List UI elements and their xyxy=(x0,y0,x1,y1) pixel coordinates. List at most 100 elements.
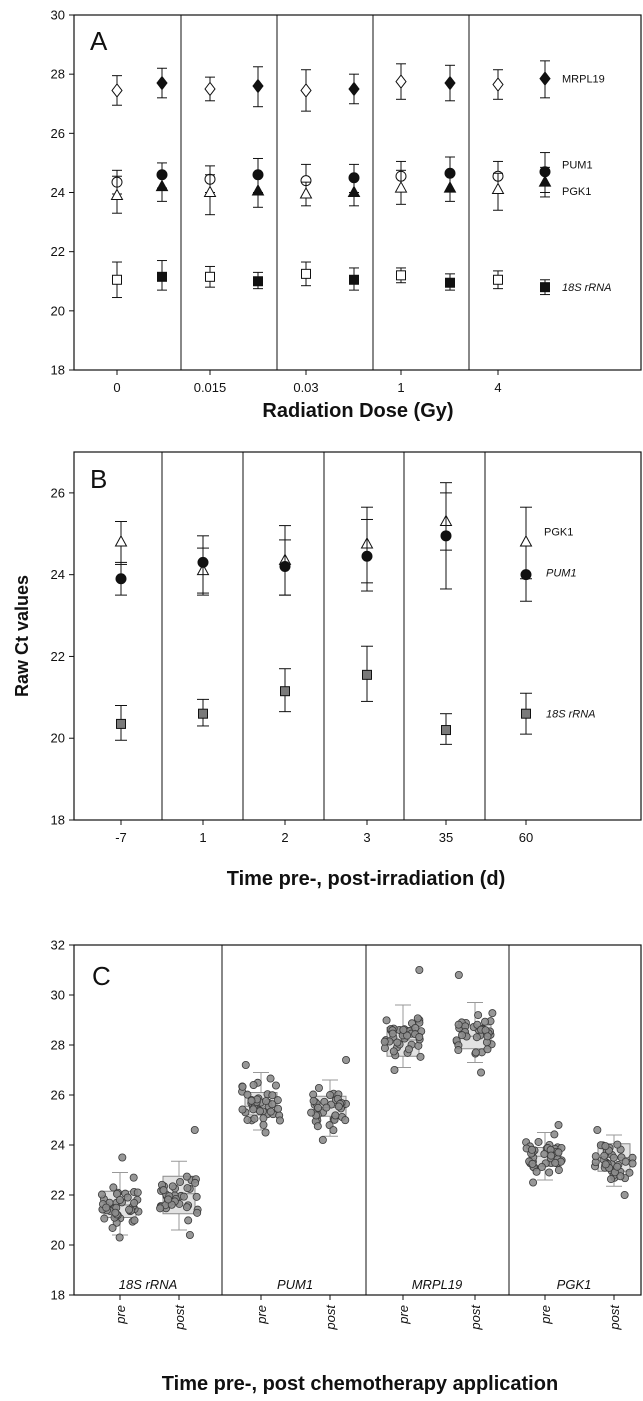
pum1-post-point xyxy=(342,1056,351,1065)
panel-c-x-title: Time pre-, post chemotherapy application xyxy=(162,1373,558,1395)
pum1-pre-point xyxy=(266,1074,275,1083)
pum1-point xyxy=(197,556,209,568)
18s-rrna-post-point xyxy=(176,1177,185,1186)
pgk1-pre-point xyxy=(554,1121,563,1130)
pgk1-post-point xyxy=(155,179,169,192)
18s-rrna-post-point xyxy=(164,1195,173,1204)
pum1-pre-point xyxy=(243,1090,252,1099)
pum1-point xyxy=(520,569,532,581)
pgk1-pre-point xyxy=(550,1130,559,1139)
pgk1-point xyxy=(519,534,533,547)
panel-b-marks xyxy=(114,482,533,745)
18s-rrna-pre-point xyxy=(115,1233,124,1242)
ytick-label: 24 xyxy=(51,185,65,200)
18s-rrna-pre-point xyxy=(301,268,311,279)
series-label: PGK1 xyxy=(544,527,573,539)
ytick-label: 28 xyxy=(51,67,65,82)
18s-rrna-post-point xyxy=(190,1126,199,1135)
series-label: 18S rRNA xyxy=(562,282,612,294)
panel-a-marks xyxy=(110,60,552,299)
mrpl19-pre-point xyxy=(413,1014,422,1023)
pgk1-pre-point xyxy=(551,1158,560,1167)
18s-rrna-post-point xyxy=(349,274,359,285)
pum1-pre-point xyxy=(261,1097,270,1106)
18s-rrna-post-point xyxy=(157,271,167,282)
pgk1-post-point xyxy=(538,175,552,187)
pgk1-post-point xyxy=(616,1172,625,1181)
panel-a: A 18 20 22 24 26 28 30 0 0.015 0.03 1 4 MRPL19 PUM1… xyxy=(51,8,642,422)
ytick-label: 18 xyxy=(51,363,65,378)
pum1-pre-point xyxy=(238,1105,247,1114)
mrpl19-post-point xyxy=(474,1011,483,1020)
mrpl19-pre-point xyxy=(380,1037,389,1046)
pum1-pre-point xyxy=(266,1107,275,1116)
pgk1-pre-point xyxy=(545,1168,554,1177)
pum1-post-point xyxy=(314,1083,323,1092)
pum1-post-point xyxy=(318,1136,327,1145)
18s-rrna-point xyxy=(441,725,451,736)
mrpl19-post-point xyxy=(454,971,463,980)
18s-rrna-post-point xyxy=(159,1186,168,1195)
xtick-label: 2 xyxy=(281,830,288,845)
pum1-pre-point xyxy=(256,1107,265,1116)
pgk1-post-point xyxy=(613,1140,622,1149)
18s-rrna-point xyxy=(116,718,126,729)
mrpl19-post-point xyxy=(539,71,551,86)
mrpl19-pre-point xyxy=(300,83,312,98)
group-label: PUM1 xyxy=(277,1277,313,1292)
pgk1-pre-point xyxy=(110,188,124,200)
mrpl19-pre-point xyxy=(492,77,504,92)
xtick-label: 0.015 xyxy=(194,380,227,395)
panel-a-series-labels: MRPL19 PUM1 PGK1 18S rRNA xyxy=(562,74,612,295)
mrpl19-post-point xyxy=(454,1020,463,1029)
panel-a-x-title: Radiation Dose (Gy) xyxy=(262,400,453,422)
pgk1-post-point xyxy=(601,1160,610,1169)
pum1-pre-point xyxy=(261,1128,270,1137)
panel-c-yticks: 18 20 22 24 26 28 30 32 xyxy=(51,938,74,1303)
mrpl19-pre-point xyxy=(404,1045,413,1054)
xtick-label: 1 xyxy=(199,830,206,845)
pgk1-pre-point xyxy=(527,1145,536,1154)
series-label: MRPL19 xyxy=(562,74,605,86)
ytick-label: 26 xyxy=(51,485,65,500)
series-label: PUM1 xyxy=(546,568,577,580)
18s-rrna-pre-point xyxy=(102,1203,111,1212)
18s-rrna-pre-point xyxy=(396,270,406,281)
xtick-label: 35 xyxy=(439,830,453,845)
mrpl19-post-point xyxy=(444,75,456,91)
pgk1-post-point xyxy=(591,1152,600,1161)
xtick-label: 1 xyxy=(397,380,404,395)
mrpl19-post-point xyxy=(483,1032,492,1041)
mrpl19-pre-point xyxy=(395,74,407,89)
panel-b-xticks: -7 1 2 3 35 60 xyxy=(115,820,533,845)
18s-rrna-post-point xyxy=(184,1216,193,1225)
18s-rrna-pre-point xyxy=(115,1195,124,1204)
pum1-post-point xyxy=(322,1103,331,1112)
pum1-pre-point xyxy=(268,1100,277,1109)
pum1-post-point xyxy=(307,1108,316,1117)
group-label: MRPL19 xyxy=(412,1277,463,1292)
mrpl19-post-point xyxy=(472,1033,481,1042)
pgk1-pre-point xyxy=(554,1148,563,1157)
pgk1-post-point xyxy=(251,183,265,196)
pum1-post-point xyxy=(331,1111,340,1120)
pgk1-pre-point xyxy=(529,1178,538,1187)
panel-b-x-title: Time pre-, post-irradiation (d) xyxy=(227,868,506,890)
group-label: PGK1 xyxy=(557,1277,592,1292)
18s-rrna-post-point xyxy=(193,1208,202,1217)
18s-rrna-post-point xyxy=(168,1182,177,1191)
ytick-label: 22 xyxy=(51,244,65,259)
panel-b-yticks: 18 20 22 24 26 xyxy=(51,485,74,828)
pgk1-point xyxy=(114,534,128,547)
xtick-label: 3 xyxy=(363,830,370,845)
18s-rrna-point xyxy=(198,708,208,719)
pum1-pre-point xyxy=(259,1120,268,1129)
mrpl19-post-point xyxy=(483,1045,492,1054)
pgk1-post-point xyxy=(593,1126,602,1135)
mrpl19-pre-point xyxy=(403,1031,412,1040)
18s-rrna-pre-point xyxy=(123,1193,132,1202)
pgk1-post-point xyxy=(613,1162,622,1171)
